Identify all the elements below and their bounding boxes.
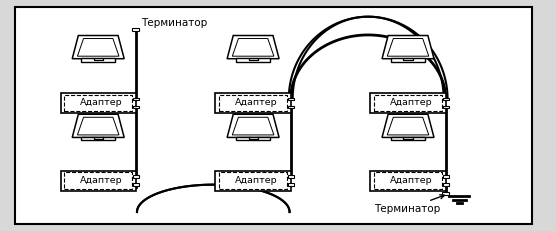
Bar — [374, 172, 442, 189]
Bar — [374, 94, 442, 111]
Bar — [132, 28, 140, 31]
Bar — [61, 93, 136, 113]
Polygon shape — [72, 114, 124, 137]
Bar — [133, 183, 139, 186]
Bar — [61, 170, 136, 191]
Bar — [370, 93, 445, 113]
Bar — [287, 175, 294, 178]
Bar — [391, 137, 425, 140]
Bar — [443, 183, 449, 186]
Bar — [287, 183, 294, 186]
Text: Адаптер: Адаптер — [80, 98, 122, 107]
Text: Адаптер: Адаптер — [235, 98, 277, 107]
FancyBboxPatch shape — [15, 7, 533, 224]
Bar — [391, 58, 425, 62]
Text: Адаптер: Адаптер — [80, 176, 122, 185]
Text: Терминатор: Терминатор — [374, 195, 444, 214]
Bar — [81, 137, 115, 140]
Bar — [236, 137, 270, 140]
Bar — [220, 172, 287, 189]
Bar — [287, 97, 294, 100]
Polygon shape — [72, 36, 124, 59]
Polygon shape — [227, 36, 279, 59]
Polygon shape — [227, 114, 279, 137]
Bar — [220, 94, 287, 111]
Bar — [236, 58, 270, 62]
Bar — [443, 97, 449, 100]
Bar — [216, 93, 291, 113]
Polygon shape — [382, 114, 434, 137]
Bar — [81, 58, 115, 62]
Bar — [287, 106, 294, 108]
Bar — [443, 175, 449, 178]
Bar — [64, 172, 132, 189]
Text: Адаптер: Адаптер — [235, 176, 277, 185]
Bar — [216, 170, 291, 191]
Polygon shape — [382, 36, 434, 59]
Bar — [133, 97, 139, 100]
Text: Адаптер: Адаптер — [389, 98, 432, 107]
Bar — [133, 106, 139, 108]
Bar — [133, 175, 139, 178]
Bar — [443, 106, 449, 108]
Bar — [370, 170, 445, 191]
Text: Терминатор: Терминатор — [141, 18, 207, 28]
Bar — [442, 192, 449, 195]
Text: Адаптер: Адаптер — [389, 176, 432, 185]
Bar — [64, 94, 132, 111]
